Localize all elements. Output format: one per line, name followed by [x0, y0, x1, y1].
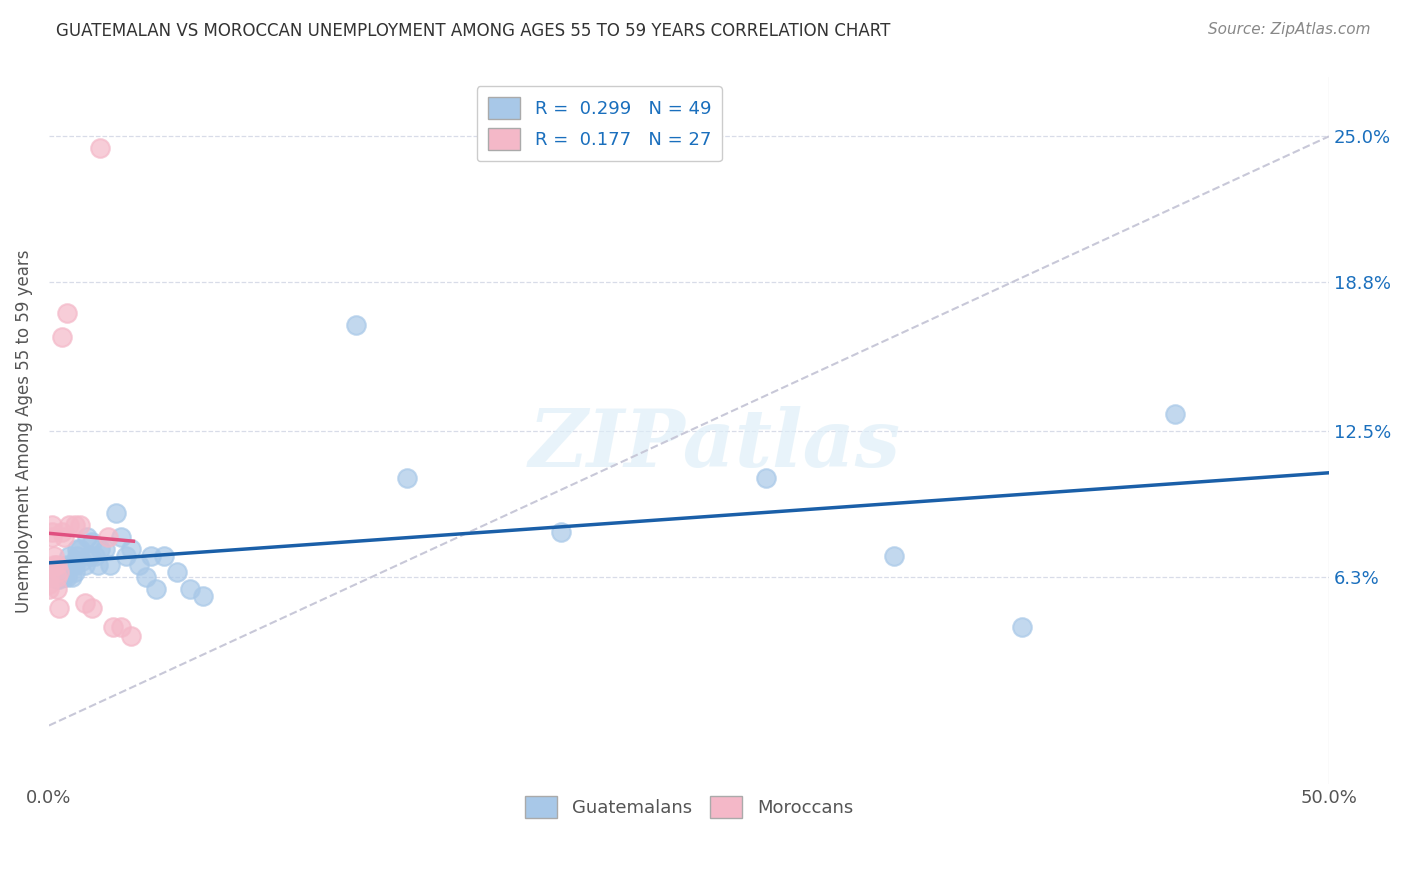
Point	[100, 558, 122, 573]
Point	[45, 566, 67, 580]
Point	[1011, 619, 1033, 633]
Point	[79, 549, 101, 563]
Point	[84, 549, 107, 563]
Point	[166, 566, 188, 580]
Point	[41, 518, 63, 533]
Point	[110, 530, 132, 544]
Point	[48, 566, 70, 580]
Point	[45, 582, 67, 596]
Point	[141, 549, 163, 563]
Point	[153, 549, 176, 563]
Point	[120, 629, 142, 643]
Point	[145, 582, 167, 596]
Point	[69, 541, 91, 556]
Point	[89, 541, 111, 556]
Text: GUATEMALAN VS MOROCCAN UNEMPLOYMENT AMONG AGES 55 TO 59 YEARS CORRELATION CHART: GUATEMALAN VS MOROCCAN UNEMPLOYMENT AMON…	[56, 22, 890, 40]
Point	[51, 525, 73, 540]
Point	[58, 549, 80, 563]
Point	[41, 530, 63, 544]
Point	[51, 566, 73, 580]
Legend: Guatemalans, Moroccans: Guatemalans, Moroccans	[517, 789, 860, 825]
Point	[70, 553, 93, 567]
Point	[58, 518, 80, 533]
Y-axis label: Unemployment Among Ages 55 to 59 years: Unemployment Among Ages 55 to 59 years	[15, 249, 32, 613]
Point	[42, 549, 65, 563]
Point	[179, 582, 201, 596]
Point	[48, 600, 70, 615]
Point	[135, 570, 157, 584]
Point	[53, 570, 76, 584]
Point	[53, 530, 76, 544]
Point	[89, 141, 111, 155]
Point	[86, 558, 108, 573]
Point	[104, 507, 127, 521]
Point	[396, 471, 419, 485]
Point	[66, 549, 89, 563]
Point	[344, 318, 367, 332]
Point	[42, 558, 65, 573]
Point	[82, 600, 104, 615]
Point	[38, 570, 60, 584]
Point	[755, 471, 778, 485]
Point	[63, 566, 86, 580]
Point	[73, 596, 96, 610]
Point	[41, 525, 63, 540]
Point	[191, 589, 214, 603]
Point	[60, 558, 83, 573]
Point	[66, 541, 89, 556]
Point	[883, 549, 905, 563]
Point	[110, 619, 132, 633]
Point	[38, 582, 60, 596]
Point	[48, 566, 70, 580]
Point	[114, 549, 136, 563]
Point	[51, 570, 73, 584]
Text: ZIPatlas: ZIPatlas	[529, 407, 901, 483]
Point	[51, 329, 73, 343]
Point	[120, 541, 142, 556]
Point	[1164, 408, 1187, 422]
Point	[45, 558, 67, 573]
Point	[94, 541, 117, 556]
Point	[82, 534, 104, 549]
Point	[56, 306, 79, 320]
Point	[128, 558, 150, 573]
Point	[45, 570, 67, 584]
Point	[101, 619, 124, 633]
Point	[56, 558, 79, 573]
Point	[38, 570, 60, 584]
Point	[97, 530, 120, 544]
Point	[550, 525, 572, 540]
Point	[69, 518, 91, 533]
Point	[53, 566, 76, 580]
Point	[48, 573, 70, 587]
Point	[63, 518, 86, 533]
Point	[45, 573, 67, 587]
Point	[63, 558, 86, 573]
Text: Source: ZipAtlas.com: Source: ZipAtlas.com	[1208, 22, 1371, 37]
Point	[56, 570, 79, 584]
Point	[42, 570, 65, 584]
Point	[38, 577, 60, 591]
Point	[73, 558, 96, 573]
Point	[60, 570, 83, 584]
Point	[76, 530, 98, 544]
